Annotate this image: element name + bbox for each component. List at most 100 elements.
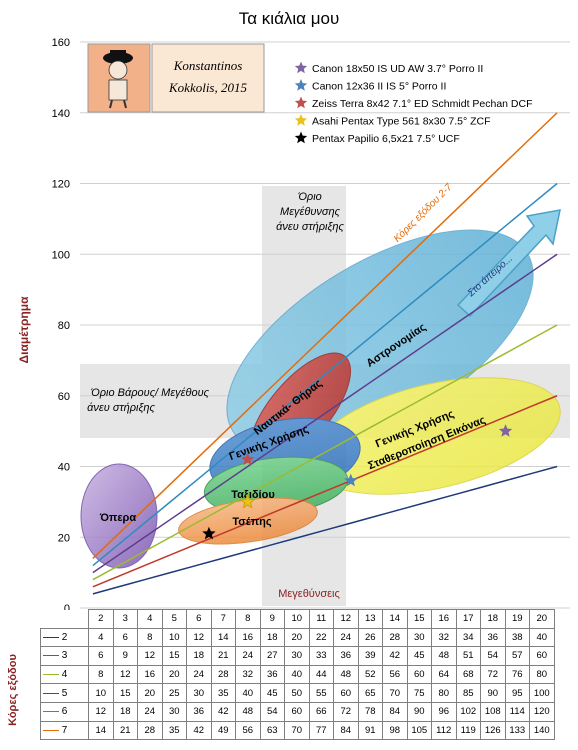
- table-cell: 35: [210, 683, 236, 703]
- binocular-marker-1: [344, 473, 358, 487]
- table-cell: 48: [431, 646, 457, 666]
- table-cell: 51: [455, 646, 481, 666]
- series-line-2: [92, 465, 558, 595]
- exit-pupil-table: 2 3 4 5 6 7 8 9 10 11 12 13 14 15 16 17 18 19 20 2 4 6 8 10 12 1…: [40, 609, 555, 741]
- table-cell: 70: [284, 720, 310, 741]
- table-y-label-wrap: Κόρες εξόδου: [7, 654, 19, 726]
- author-stamp: Konstantinos Kokkolis, 2015: [87, 43, 265, 113]
- table-cell: 96: [431, 701, 457, 722]
- table-header-cell: 8: [235, 609, 261, 629]
- table-cell: 72: [480, 664, 506, 685]
- table-cell: 100: [529, 683, 555, 703]
- stamp-line-2: Kokkolis, 2015: [168, 80, 247, 95]
- exit-pupil-lines: [92, 112, 558, 595]
- table-header-cell: 10: [284, 609, 310, 629]
- table-cell: 20: [284, 627, 310, 648]
- series-name: 2: [59, 631, 68, 643]
- table-cell: 39: [357, 646, 383, 666]
- table-cell: 126: [480, 720, 506, 741]
- table-cell: 42: [382, 646, 408, 666]
- series-color-swatch: [43, 692, 59, 694]
- table-cell: 77: [308, 720, 334, 741]
- series-line-7: [92, 112, 558, 560]
- table-cell: 8: [137, 627, 163, 648]
- table-cell: 102: [455, 701, 481, 722]
- table-cell: 40: [529, 627, 555, 648]
- pocket-label: Τσέπης: [232, 516, 272, 528]
- table-cell: 98: [382, 720, 408, 741]
- table-row-label: 7: [40, 720, 89, 741]
- legend-label-3: Asahi Pentax Type 561 8x30 7.5° ZCF: [312, 116, 491, 128]
- table-cell: 15: [112, 683, 138, 703]
- table-cell: 12: [137, 646, 163, 666]
- y-tick-label: 60: [58, 391, 70, 403]
- table-cell: 36: [333, 646, 359, 666]
- table-cell: 65: [357, 683, 383, 703]
- table-cell: 140: [529, 720, 555, 741]
- table-cell: 30: [406, 627, 432, 648]
- table-header-cell: 15: [406, 609, 432, 629]
- table-header-cell: 9: [259, 609, 285, 629]
- table-cell: 26: [357, 627, 383, 648]
- table-cell: 72: [333, 701, 359, 722]
- table-cell: 9: [112, 646, 138, 666]
- legend-label-2: Zeiss Terra 8x42 7.1° ED Schmidt Pechan …: [312, 98, 533, 110]
- table-cell: 119: [455, 720, 481, 741]
- table-header-cell: 13: [357, 609, 383, 629]
- table-cell: 114: [504, 701, 530, 722]
- table-header-cell: 11: [308, 609, 334, 629]
- table-cell: 64: [431, 664, 457, 685]
- binocular-marker-3: [239, 493, 256, 509]
- table-cell: 60: [406, 664, 432, 685]
- table-cell: 18: [112, 701, 138, 722]
- table-cell: 42: [210, 701, 236, 722]
- mag-limit-line2: Μεγέθυνσης: [280, 206, 341, 218]
- y-axis: 0 20 40 60 80 100 120 140 160: [52, 37, 70, 610]
- table-cell: 30: [284, 646, 310, 666]
- series-color-swatch: [43, 636, 59, 638]
- table-cell: 21: [210, 646, 236, 666]
- table-cell: 120: [529, 701, 555, 722]
- table-cell: 34: [455, 627, 481, 648]
- y-axis-label: Διαμέτρημα: [17, 296, 31, 364]
- regions: [80, 229, 561, 569]
- table-cell: 55: [308, 683, 334, 703]
- y-tick-label: 100: [52, 249, 70, 261]
- stamp-line-1: Konstantinos: [173, 58, 243, 73]
- chart-title: Τα κιάλια μου: [239, 9, 340, 28]
- table-row: 5 10 15 20 25 30 35 40 45 50 55 60 65 70 75 80 85 90 95 100: [40, 683, 555, 703]
- table-cell: 40: [235, 683, 261, 703]
- table-cell: 24: [235, 646, 261, 666]
- table-cell: 50: [284, 683, 310, 703]
- table-cell: 12: [112, 664, 138, 685]
- series-color-swatch: [43, 729, 59, 731]
- table-cell: 18: [259, 627, 285, 648]
- table-row: 3 6 9 12 15 18 21 24 27 30 33 36 39 42 45 48 51 54 57 60: [40, 646, 555, 666]
- table-cell: 16: [137, 664, 163, 685]
- table-cell: 105: [406, 720, 432, 741]
- table-cell: 90: [406, 701, 432, 722]
- legend-label-1: Canon 12x36 II IS 5° Porro II: [312, 81, 446, 93]
- table-cell: 30: [186, 683, 212, 703]
- table-cell: 80: [529, 664, 555, 685]
- series-color-swatch: [43, 674, 59, 676]
- table-cell: 24: [186, 664, 212, 685]
- legend-marker-2: [294, 96, 308, 109]
- table-cell: 25: [161, 683, 187, 703]
- table-cell: 28: [382, 627, 408, 648]
- series-name: 7: [59, 724, 68, 736]
- table-cell: 4: [88, 627, 114, 648]
- weight-limit-line2: άνευ στήριξης: [87, 402, 155, 414]
- legend-marker-4: [294, 131, 308, 144]
- legend-marker-0: [294, 61, 308, 74]
- table-cell: 45: [406, 646, 432, 666]
- table-cell: 12: [88, 701, 114, 722]
- table-cell: 38: [504, 627, 530, 648]
- table-cell: 95: [504, 683, 530, 703]
- series-line-4: [92, 324, 558, 581]
- mag-limit-line3: άνευ στήριξης: [276, 221, 344, 233]
- table-header-cell: 20: [529, 609, 555, 629]
- table-cell: 54: [259, 701, 285, 722]
- table-cell: 52: [357, 664, 383, 685]
- table-row-label: 4: [40, 664, 89, 685]
